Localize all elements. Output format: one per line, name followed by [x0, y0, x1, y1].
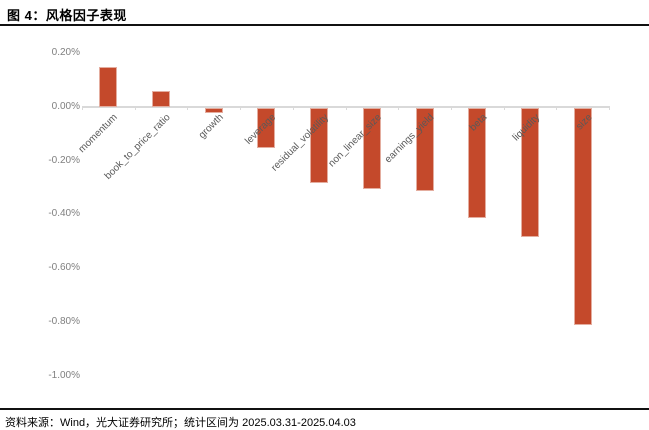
y-axis-tick-label: -1.00% [48, 369, 80, 381]
bar-growth [204, 108, 223, 114]
x-axis-tick-mark [187, 106, 189, 110]
bar-leverage [257, 108, 276, 149]
category-label-growth: growth [196, 112, 226, 142]
x-axis-tick-mark [292, 106, 294, 110]
x-axis-tick-mark [450, 106, 452, 110]
x-axis-tick-mark [398, 106, 400, 110]
y-axis-tick-label: -0.80% [48, 315, 80, 327]
bar-non_linear_size [362, 108, 381, 189]
bar-momentum [99, 66, 118, 107]
x-axis-tick-mark [503, 106, 505, 110]
figure-footer: 资料来源：Wind，光大证券研究所；统计区间为 2025.03.31-2025.… [0, 408, 649, 430]
bar-book_to_price_ratio [152, 90, 171, 107]
source-note: 资料来源：Wind，光大证券研究所；统计区间为 2025.03.31-2025.… [5, 417, 356, 429]
bar-residual_volatility [310, 108, 329, 184]
figure-title: 图 4：风格因子表现 [7, 8, 127, 23]
x-axis-tick-mark [134, 106, 136, 110]
bar-beta [468, 108, 487, 219]
y-axis-tick-label: 0.20% [51, 47, 80, 59]
bar-earnings_yield [415, 108, 434, 192]
bar-size [573, 108, 592, 326]
y-axis-tick-label: -0.60% [48, 262, 80, 274]
x-axis-tick-mark [82, 106, 83, 110]
y-axis-tick-label: 0.00% [51, 101, 80, 112]
y-axis-tick-label: -0.40% [48, 208, 80, 220]
category-label-momentum: momentum [76, 112, 121, 156]
y-axis-tick-label: -0.20% [48, 154, 80, 166]
bar-liquidity [520, 108, 539, 237]
x-axis-tick-mark [240, 106, 242, 110]
style-factor-bar-chart: 0.20% 0.00% -0.20% -0.40% -0.60% -0.80% -1.00%… [0, 26, 649, 408]
figure-header: 图 4：风格因子表现 [0, 0, 649, 26]
x-axis-tick-mark [556, 106, 558, 110]
x-axis-tick-mark [609, 106, 610, 110]
x-axis-tick-mark [345, 106, 347, 110]
